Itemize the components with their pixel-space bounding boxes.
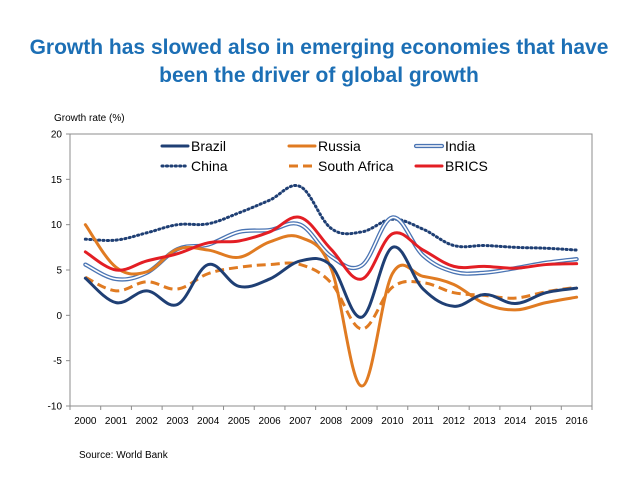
x-tick-label: 2011: [412, 416, 434, 427]
x-tick-label: 2007: [289, 416, 312, 427]
series-china-line-path: [83, 184, 579, 252]
chart-title-line2: been the driver of global growth: [159, 64, 479, 87]
series-brazil-line: [83, 245, 579, 319]
legend: Brazil Russia India China South Africa BRICS: [160, 138, 488, 174]
y-tick-label: 15: [51, 175, 63, 186]
y-axis-label: Growth rate (%): [54, 113, 125, 124]
series-brics-line: [83, 215, 579, 281]
source-note: Source: World Bank: [79, 450, 168, 461]
legend-label-south-africa: South Africa: [318, 158, 394, 174]
y-tick-label: -10: [48, 402, 63, 413]
x-tick-label: 2015: [535, 416, 558, 427]
x-tick-label: 2012: [443, 416, 466, 427]
x-tick-label: 2004: [197, 416, 220, 427]
x-tick-label: 2000: [74, 416, 97, 427]
series-south-africa-line-path: [84, 261, 577, 331]
legend-label-china: China: [191, 158, 228, 174]
x-tick-label: 2006: [258, 416, 281, 427]
series-russia-line: [83, 223, 579, 388]
legend-label-india: India: [445, 138, 476, 154]
series-south-africa-line: [84, 261, 577, 331]
x-tick-label: 2008: [320, 416, 343, 427]
legend-label-brazil: Brazil: [191, 138, 226, 154]
legend-label-brics: BRICS: [445, 158, 488, 174]
x-tick-label: 2014: [504, 416, 527, 427]
x-tick-label: 2003: [166, 416, 189, 427]
y-tick-label: 20: [51, 130, 63, 141]
y-tick-label: 10: [51, 220, 63, 231]
series-brazil-line-path: [83, 245, 579, 319]
series-brics-line-path: [83, 215, 579, 281]
x-tick-label: 2002: [136, 416, 159, 427]
chart-title: Growth has slowed also in emerging econo…: [0, 34, 638, 90]
legend-label-russia: Russia: [318, 138, 361, 154]
x-tick-label: 2013: [473, 416, 496, 427]
y-tick-label: 0: [56, 311, 62, 322]
x-tick-label: 2016: [566, 416, 589, 427]
y-tick-label: -5: [53, 356, 62, 367]
x-tick-label: 2001: [105, 416, 128, 427]
chart-title-line1: Growth has slowed also in emerging econo…: [29, 36, 609, 59]
x-tick-label: 2005: [228, 416, 251, 427]
x-tick-label: 2009: [351, 416, 374, 427]
series-russia-line-path: [83, 223, 579, 388]
series-china-line: [83, 184, 579, 252]
x-tick-label: 2010: [381, 416, 404, 427]
y-tick-label: 5: [56, 266, 62, 277]
